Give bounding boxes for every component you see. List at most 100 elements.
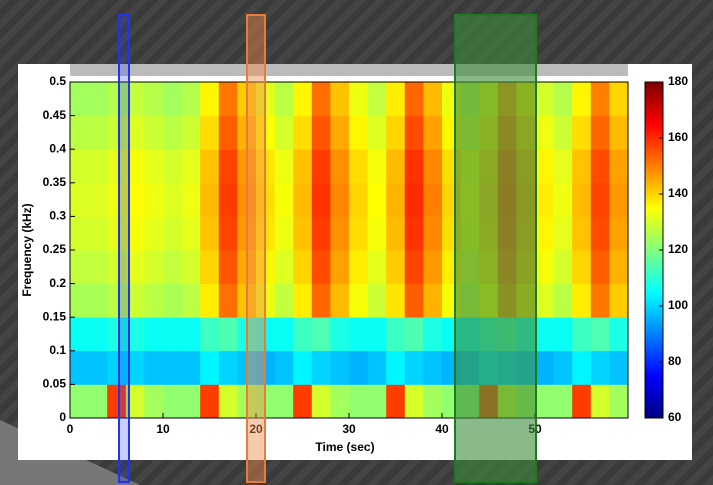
heatmap-cell	[423, 82, 443, 116]
heatmap-cell	[609, 182, 629, 217]
colorbar-step	[645, 210, 663, 215]
heatmap-cell	[311, 350, 331, 385]
colorbar-step	[645, 373, 663, 377]
heatmap-cell	[88, 283, 108, 318]
heatmap-cell	[293, 82, 313, 116]
heatmap-cell	[572, 82, 592, 116]
heatmap-cell	[553, 149, 573, 184]
heatmap-cell	[293, 384, 313, 419]
colorbar-step	[645, 194, 663, 198]
heatmap-cell	[181, 350, 201, 385]
colorbar-step	[645, 146, 663, 150]
heatmap-cell	[423, 350, 443, 385]
heatmap-cell	[553, 82, 573, 116]
colorbar-step	[645, 261, 663, 265]
colorbar-step	[645, 252, 663, 257]
heatmap-cell	[181, 115, 201, 150]
heatmap-cell	[572, 115, 592, 150]
y-tick-label: 0	[59, 410, 66, 424]
heatmap-cell	[163, 317, 182, 352]
heatmap-cell	[70, 384, 89, 419]
highlight-orange	[246, 14, 266, 483]
y-tick-label: 0.2	[49, 276, 66, 290]
heatmap-cell	[386, 250, 406, 284]
heatmap-cell	[367, 149, 387, 184]
colorbar-step	[645, 381, 663, 385]
colorbar-step	[645, 390, 663, 394]
heatmap-cell	[572, 317, 592, 352]
colorbar-step	[645, 135, 663, 139]
colorbar-step	[645, 280, 663, 285]
heatmap-cell	[70, 283, 89, 318]
colorbar-step	[645, 166, 663, 170]
colorbar-step	[645, 124, 663, 128]
heatmap-cell	[311, 115, 331, 150]
highlight-green	[454, 14, 537, 483]
heatmap-cell	[423, 384, 443, 419]
plot: 0102030405000.050.10.150.20.250.30.350.4…	[43, 74, 689, 436]
heatmap-cell	[88, 149, 108, 184]
heatmap-cell	[144, 115, 164, 150]
heatmap-cell	[181, 384, 201, 419]
heatmap-cell	[349, 283, 368, 318]
heatmap-cell	[107, 350, 127, 385]
heatmap-cell	[311, 82, 331, 116]
heatmap-cell	[125, 384, 145, 419]
colorbar-step	[645, 163, 663, 167]
heatmap-cell	[200, 115, 220, 150]
heatmap-cell	[107, 250, 127, 284]
colorbar-step	[645, 300, 663, 304]
heatmap-cell	[293, 182, 313, 217]
colorbar-tick-label: 100	[668, 298, 688, 312]
heatmap-cell	[144, 250, 164, 284]
heatmap-cell	[200, 216, 220, 251]
heatmap-cell	[553, 115, 573, 150]
colorbar-step	[645, 370, 663, 374]
y-tick-label: 0.25	[43, 242, 67, 256]
heatmap-cell	[367, 216, 387, 251]
heatmap-cell	[311, 283, 331, 318]
heatmap-cell	[572, 250, 592, 284]
heatmap-cell	[367, 82, 387, 116]
heatmap-cell	[404, 149, 424, 184]
heatmap-cell	[181, 82, 201, 116]
heatmap-cell	[535, 115, 554, 150]
x-tick-label: 0	[67, 422, 74, 436]
heatmap-cell	[125, 82, 145, 116]
colorbar-step	[645, 208, 663, 212]
heatmap-cell	[404, 216, 424, 251]
colorbar-step	[645, 205, 663, 209]
colorbar-step	[645, 110, 663, 114]
colorbar-step	[645, 84, 663, 89]
colorbar-step	[645, 188, 663, 192]
heatmap-cell	[200, 250, 220, 284]
heatmap-cell	[125, 115, 145, 150]
heatmap-cell	[200, 350, 220, 385]
heatmap-cell	[553, 384, 573, 419]
heatmap-cell	[311, 149, 331, 184]
heatmap-cell	[386, 149, 406, 184]
colorbar-step	[645, 101, 663, 105]
colorbar-step	[645, 230, 663, 234]
heatmap-cell	[293, 283, 313, 318]
colorbar-step	[645, 367, 663, 371]
colorbar-step	[645, 182, 663, 187]
heatmap-cell	[293, 216, 313, 251]
colorbar-step	[645, 160, 663, 164]
colorbar-step	[645, 398, 663, 402]
heatmap-cell	[572, 182, 592, 217]
heatmap-cell	[349, 384, 368, 419]
heatmap-cell	[404, 283, 424, 318]
colorbar-step	[645, 185, 663, 189]
heatmap-cell	[349, 350, 368, 385]
colorbar-tick-label: 180	[668, 74, 688, 88]
heatmap-cell	[218, 149, 238, 184]
heatmap-cell	[88, 182, 108, 217]
colorbar-step	[645, 350, 663, 355]
heatmap-cell	[200, 182, 220, 217]
colorbar-step	[645, 196, 663, 201]
colorbar-step	[645, 132, 663, 136]
heatmap-cell	[311, 384, 331, 419]
colorbar-step	[645, 412, 663, 416]
heatmap-cell	[163, 250, 182, 284]
